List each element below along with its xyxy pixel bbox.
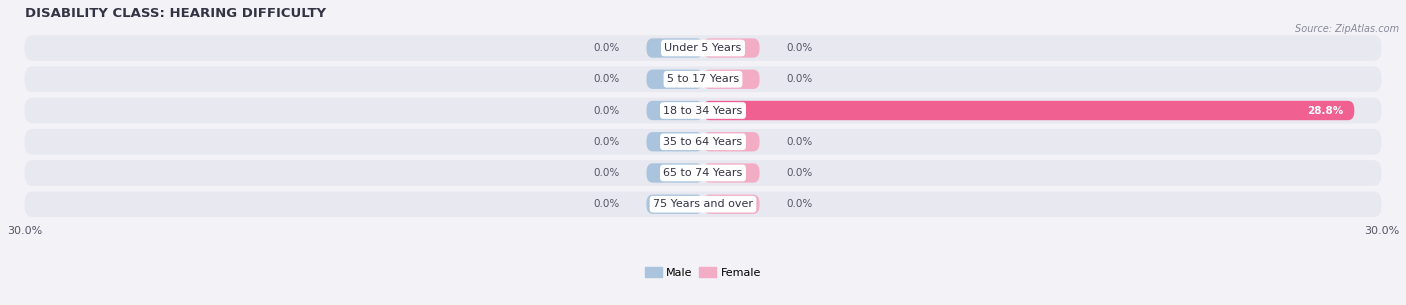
Text: DISABILITY CLASS: HEARING DIFFICULTY: DISABILITY CLASS: HEARING DIFFICULTY bbox=[24, 7, 326, 20]
Text: Source: ZipAtlas.com: Source: ZipAtlas.com bbox=[1295, 24, 1399, 34]
FancyBboxPatch shape bbox=[647, 132, 703, 151]
Text: 18 to 34 Years: 18 to 34 Years bbox=[664, 106, 742, 116]
Text: 35 to 64 Years: 35 to 64 Years bbox=[664, 137, 742, 147]
FancyBboxPatch shape bbox=[647, 38, 703, 58]
FancyBboxPatch shape bbox=[703, 38, 759, 58]
Text: 5 to 17 Years: 5 to 17 Years bbox=[666, 74, 740, 84]
Text: 0.0%: 0.0% bbox=[787, 137, 813, 147]
Text: 75 Years and over: 75 Years and over bbox=[652, 199, 754, 209]
FancyBboxPatch shape bbox=[703, 70, 759, 89]
FancyBboxPatch shape bbox=[703, 163, 759, 183]
Text: 0.0%: 0.0% bbox=[787, 74, 813, 84]
FancyBboxPatch shape bbox=[24, 129, 1382, 155]
Text: 0.0%: 0.0% bbox=[593, 106, 619, 116]
Text: 0.0%: 0.0% bbox=[787, 199, 813, 209]
FancyBboxPatch shape bbox=[24, 192, 1382, 217]
Text: 0.0%: 0.0% bbox=[593, 199, 619, 209]
Legend: Male, Female: Male, Female bbox=[641, 263, 765, 282]
FancyBboxPatch shape bbox=[703, 101, 1354, 120]
FancyBboxPatch shape bbox=[647, 70, 703, 89]
FancyBboxPatch shape bbox=[647, 101, 703, 120]
Text: Under 5 Years: Under 5 Years bbox=[665, 43, 741, 53]
Text: 0.0%: 0.0% bbox=[787, 168, 813, 178]
FancyBboxPatch shape bbox=[647, 163, 703, 183]
FancyBboxPatch shape bbox=[24, 66, 1382, 92]
Text: 0.0%: 0.0% bbox=[593, 43, 619, 53]
FancyBboxPatch shape bbox=[703, 195, 759, 214]
Text: 65 to 74 Years: 65 to 74 Years bbox=[664, 168, 742, 178]
Text: 28.8%: 28.8% bbox=[1306, 106, 1343, 116]
FancyBboxPatch shape bbox=[24, 98, 1382, 123]
Text: 0.0%: 0.0% bbox=[593, 168, 619, 178]
Text: 0.0%: 0.0% bbox=[787, 43, 813, 53]
FancyBboxPatch shape bbox=[24, 35, 1382, 61]
FancyBboxPatch shape bbox=[703, 132, 759, 151]
FancyBboxPatch shape bbox=[24, 160, 1382, 186]
Text: 0.0%: 0.0% bbox=[593, 74, 619, 84]
Text: 0.0%: 0.0% bbox=[593, 137, 619, 147]
FancyBboxPatch shape bbox=[647, 195, 703, 214]
